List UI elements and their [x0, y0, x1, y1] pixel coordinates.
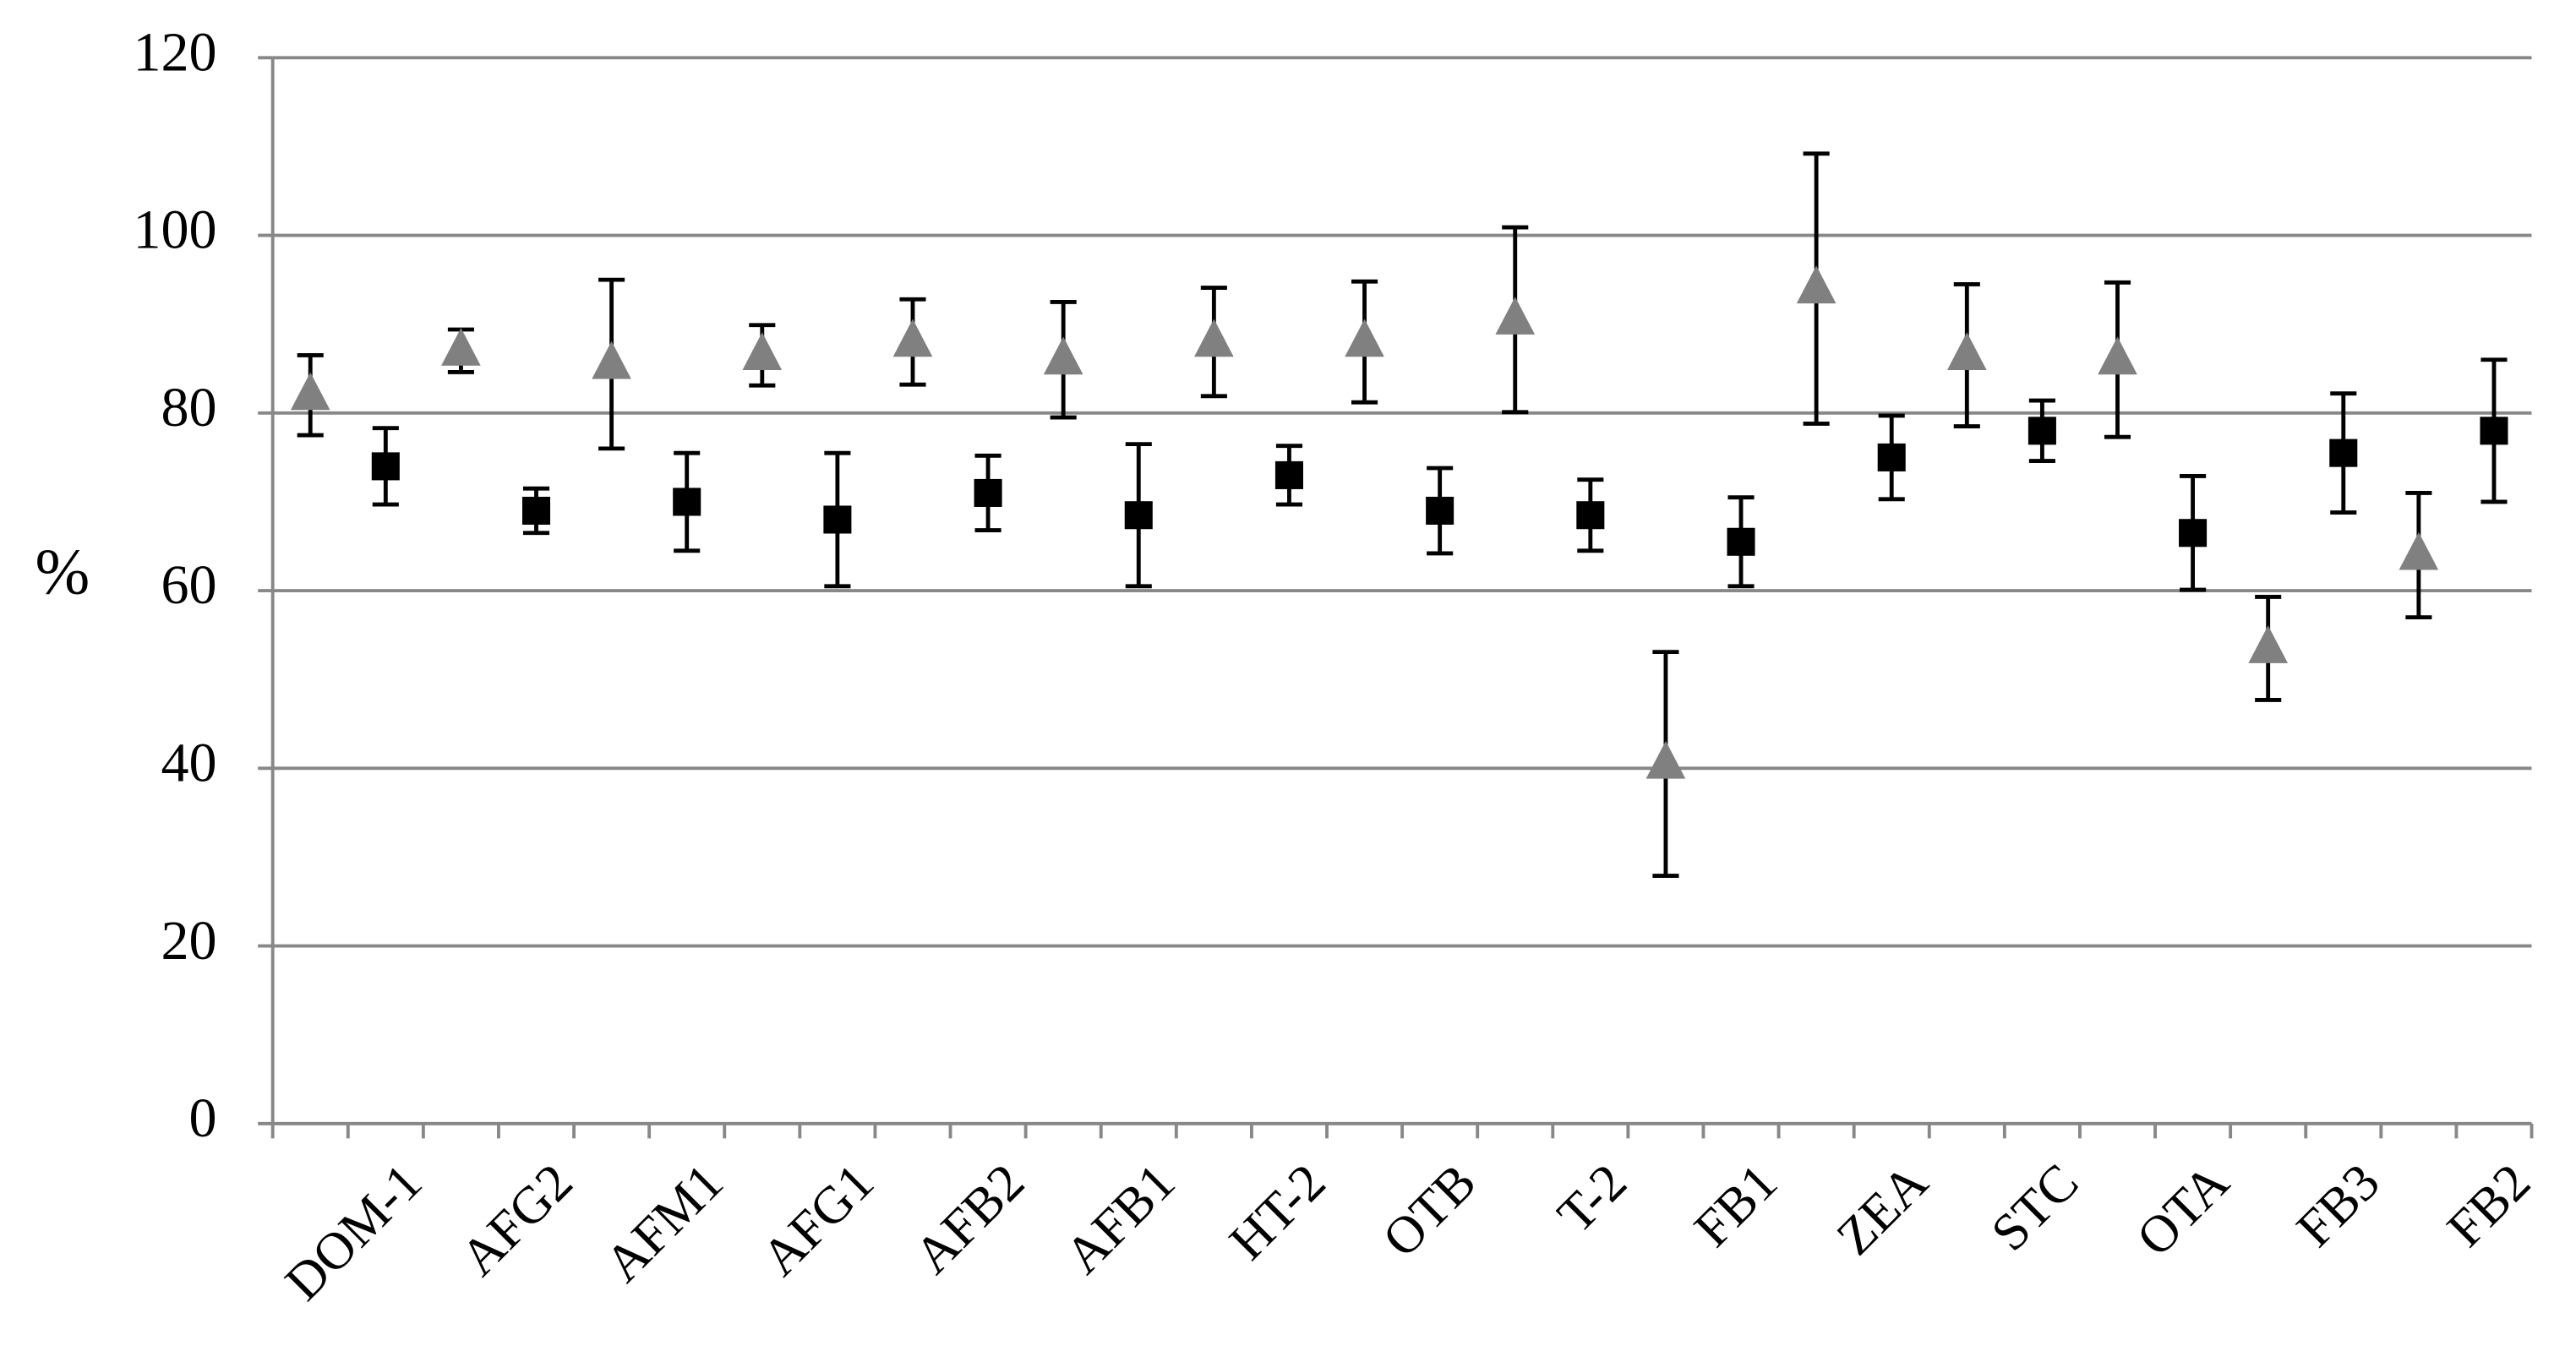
- marker-square: [1576, 501, 1605, 530]
- marker-square: [371, 452, 400, 481]
- marker-square: [2329, 439, 2358, 467]
- marker-square: [1877, 443, 1906, 471]
- marker-square: [823, 505, 852, 534]
- marker-triangle: [2248, 625, 2289, 663]
- y-tick-label: 120: [133, 21, 216, 83]
- x-tick-label: ZEA: [1826, 1153, 1940, 1267]
- y-tick-label: 40: [161, 733, 217, 794]
- marker-triangle: [1194, 319, 1234, 357]
- marker-triangle: [592, 340, 631, 379]
- marker-triangle: [1946, 332, 1987, 370]
- marker-triangle: [742, 332, 783, 370]
- x-tick-label: T-2: [1547, 1153, 1638, 1245]
- marker-triangle: [441, 328, 481, 366]
- x-tick-label: FB1: [1684, 1153, 1788, 1258]
- marker-triangle: [1796, 265, 1836, 304]
- x-tick-label: FB2: [2437, 1153, 2541, 1258]
- x-tick-label: OTB: [1373, 1153, 1487, 1268]
- x-tick-label: OTA: [2126, 1153, 2240, 1267]
- marker-square: [1426, 496, 1454, 525]
- marker-triangle: [2098, 336, 2137, 375]
- marker-triangle: [892, 319, 933, 357]
- marker-triangle: [1345, 319, 1384, 357]
- y-tick-label: 100: [133, 199, 216, 261]
- x-tick-label: AFG2: [450, 1153, 583, 1287]
- x-tick-label: FB3: [2286, 1153, 2391, 1258]
- x-tick-label: AFB2: [903, 1153, 1035, 1285]
- marker-square: [673, 488, 701, 516]
- marker-triangle: [290, 372, 330, 411]
- marker-triangle: [2399, 531, 2439, 570]
- y-tick-label: 0: [189, 1087, 217, 1149]
- y-axis-label: %: [35, 535, 90, 607]
- marker-triangle: [1495, 297, 1536, 335]
- x-tick-label: AFB1: [1055, 1153, 1187, 1285]
- y-tick-label: 80: [161, 377, 217, 439]
- x-tick-label: DOM-1: [275, 1153, 433, 1311]
- marker-square: [1727, 527, 1755, 556]
- marker-square: [1124, 501, 1153, 530]
- x-tick-label: AFM1: [594, 1153, 734, 1293]
- x-tick-label: HT-2: [1219, 1153, 1336, 1271]
- marker-triangle: [1043, 336, 1083, 375]
- marker-square: [974, 478, 1002, 507]
- x-tick-label: AFG1: [751, 1153, 885, 1287]
- marker-square: [2028, 417, 2056, 445]
- marker-square: [2480, 417, 2508, 445]
- marker-square: [521, 496, 551, 525]
- y-tick-label: 60: [161, 554, 217, 616]
- marker-square: [1274, 460, 1303, 489]
- marker-square: [2179, 519, 2208, 548]
- x-tick-label: STC: [1981, 1153, 2090, 1262]
- y-tick-label: 20: [161, 910, 217, 972]
- marker-triangle: [1645, 740, 1686, 779]
